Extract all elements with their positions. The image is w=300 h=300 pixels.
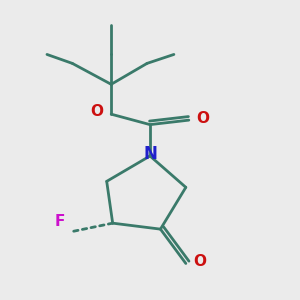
Text: O: O bbox=[193, 254, 206, 269]
Text: N: N bbox=[143, 146, 157, 164]
Text: O: O bbox=[91, 104, 104, 119]
Text: O: O bbox=[196, 111, 209, 126]
Text: F: F bbox=[55, 214, 65, 229]
